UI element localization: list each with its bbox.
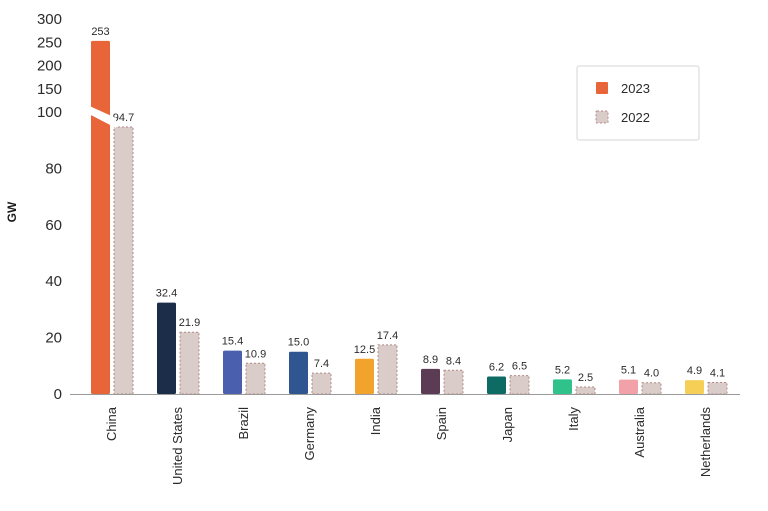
legend-swatch-2022 xyxy=(595,110,609,124)
bar-2022 xyxy=(707,381,728,395)
data-label-2023: 15.4 xyxy=(222,336,243,348)
data-label-2022: 6.5 xyxy=(512,361,527,373)
category-label: Japan xyxy=(500,407,515,442)
axis-break-marker xyxy=(85,104,116,128)
data-label-2022: 2.5 xyxy=(578,372,593,384)
y-axis-title: GW xyxy=(5,201,19,222)
data-label-2022: 17.4 xyxy=(377,330,398,342)
bar-2023 xyxy=(289,351,308,394)
x-axis-labels: China United States Brazil Germany India Spai… xyxy=(104,406,713,485)
data-label-2022: 21.9 xyxy=(179,317,200,329)
y-tick-label: 100 xyxy=(37,104,62,121)
data-label-2022: 10.9 xyxy=(245,348,266,360)
category-label: United States xyxy=(170,407,185,486)
y-tick-label: 20 xyxy=(45,330,62,347)
data-label-2023: 6.2 xyxy=(489,362,504,374)
y-tick-label: 200 xyxy=(37,58,62,75)
bars: 253 94.7 32.4 21.9 15.410.9 15.0 7.4 12.517.4 8.… xyxy=(85,26,728,395)
category-label: India xyxy=(368,406,383,435)
category-label: Australia xyxy=(632,406,647,457)
category-label: Netherlands xyxy=(698,407,713,478)
data-label-2023: 15.0 xyxy=(288,337,309,349)
category-label: Brazil xyxy=(236,407,251,440)
data-label-2023: 8.9 xyxy=(423,354,438,366)
bar-2022 xyxy=(179,331,200,395)
data-label-2023: 12.5 xyxy=(354,344,375,356)
bar-2022 xyxy=(311,372,332,395)
y-tick-label: 150 xyxy=(37,81,62,98)
data-label-2023: 4.9 xyxy=(687,365,702,377)
data-label-2022: 7.4 xyxy=(314,358,329,370)
y-tick-label: 250 xyxy=(37,34,62,51)
y-tick-label: 300 xyxy=(37,11,62,28)
bar-2023 xyxy=(685,380,704,394)
bar-2023 xyxy=(157,302,176,394)
bar-2022 xyxy=(377,344,398,395)
bar-2023 xyxy=(553,379,572,394)
y-tick-label: 0 xyxy=(54,386,62,403)
data-label-2023: 5.2 xyxy=(555,364,570,376)
category-label: Germany xyxy=(302,407,317,461)
data-label-2023: 5.1 xyxy=(621,365,636,377)
category-label: Italy xyxy=(566,407,581,431)
y-tick-label: 60 xyxy=(45,217,62,234)
bar-2022 xyxy=(245,362,266,395)
data-label-2023: 32.4 xyxy=(156,288,177,300)
bar-2023 xyxy=(421,368,440,394)
bar-2023 xyxy=(223,350,242,394)
data-label-2022: 94.7 xyxy=(113,112,134,124)
bar-2022 xyxy=(443,369,464,395)
category-label: China xyxy=(104,406,119,441)
data-label-2022: 4.0 xyxy=(644,368,659,380)
data-label-2023: 253 xyxy=(91,26,109,38)
legend-swatch-2023 xyxy=(596,82,608,94)
bar-2023 xyxy=(619,379,638,394)
y-tick-label: 80 xyxy=(45,160,62,177)
category-label: Spain xyxy=(434,407,449,440)
bar-2023 xyxy=(355,358,374,394)
legend-label-2022: 2022 xyxy=(621,110,650,125)
y-axis: 0 20 40 60 80 100 150 200 250 300 xyxy=(37,11,62,403)
legend-box xyxy=(576,65,700,141)
legend: 2023 2022 xyxy=(576,65,700,141)
data-label-2022: 4.1 xyxy=(710,367,725,379)
bar-2022 xyxy=(509,375,530,395)
bar-2022 xyxy=(575,386,596,395)
bar-2023 xyxy=(91,40,110,394)
legend-label-2023: 2023 xyxy=(621,81,650,96)
y-tick-label: 40 xyxy=(45,273,62,290)
bar-2023 xyxy=(487,376,506,394)
data-label-2022: 8.4 xyxy=(446,355,461,367)
bar-2022 xyxy=(113,126,134,395)
bar-2022 xyxy=(641,382,662,395)
